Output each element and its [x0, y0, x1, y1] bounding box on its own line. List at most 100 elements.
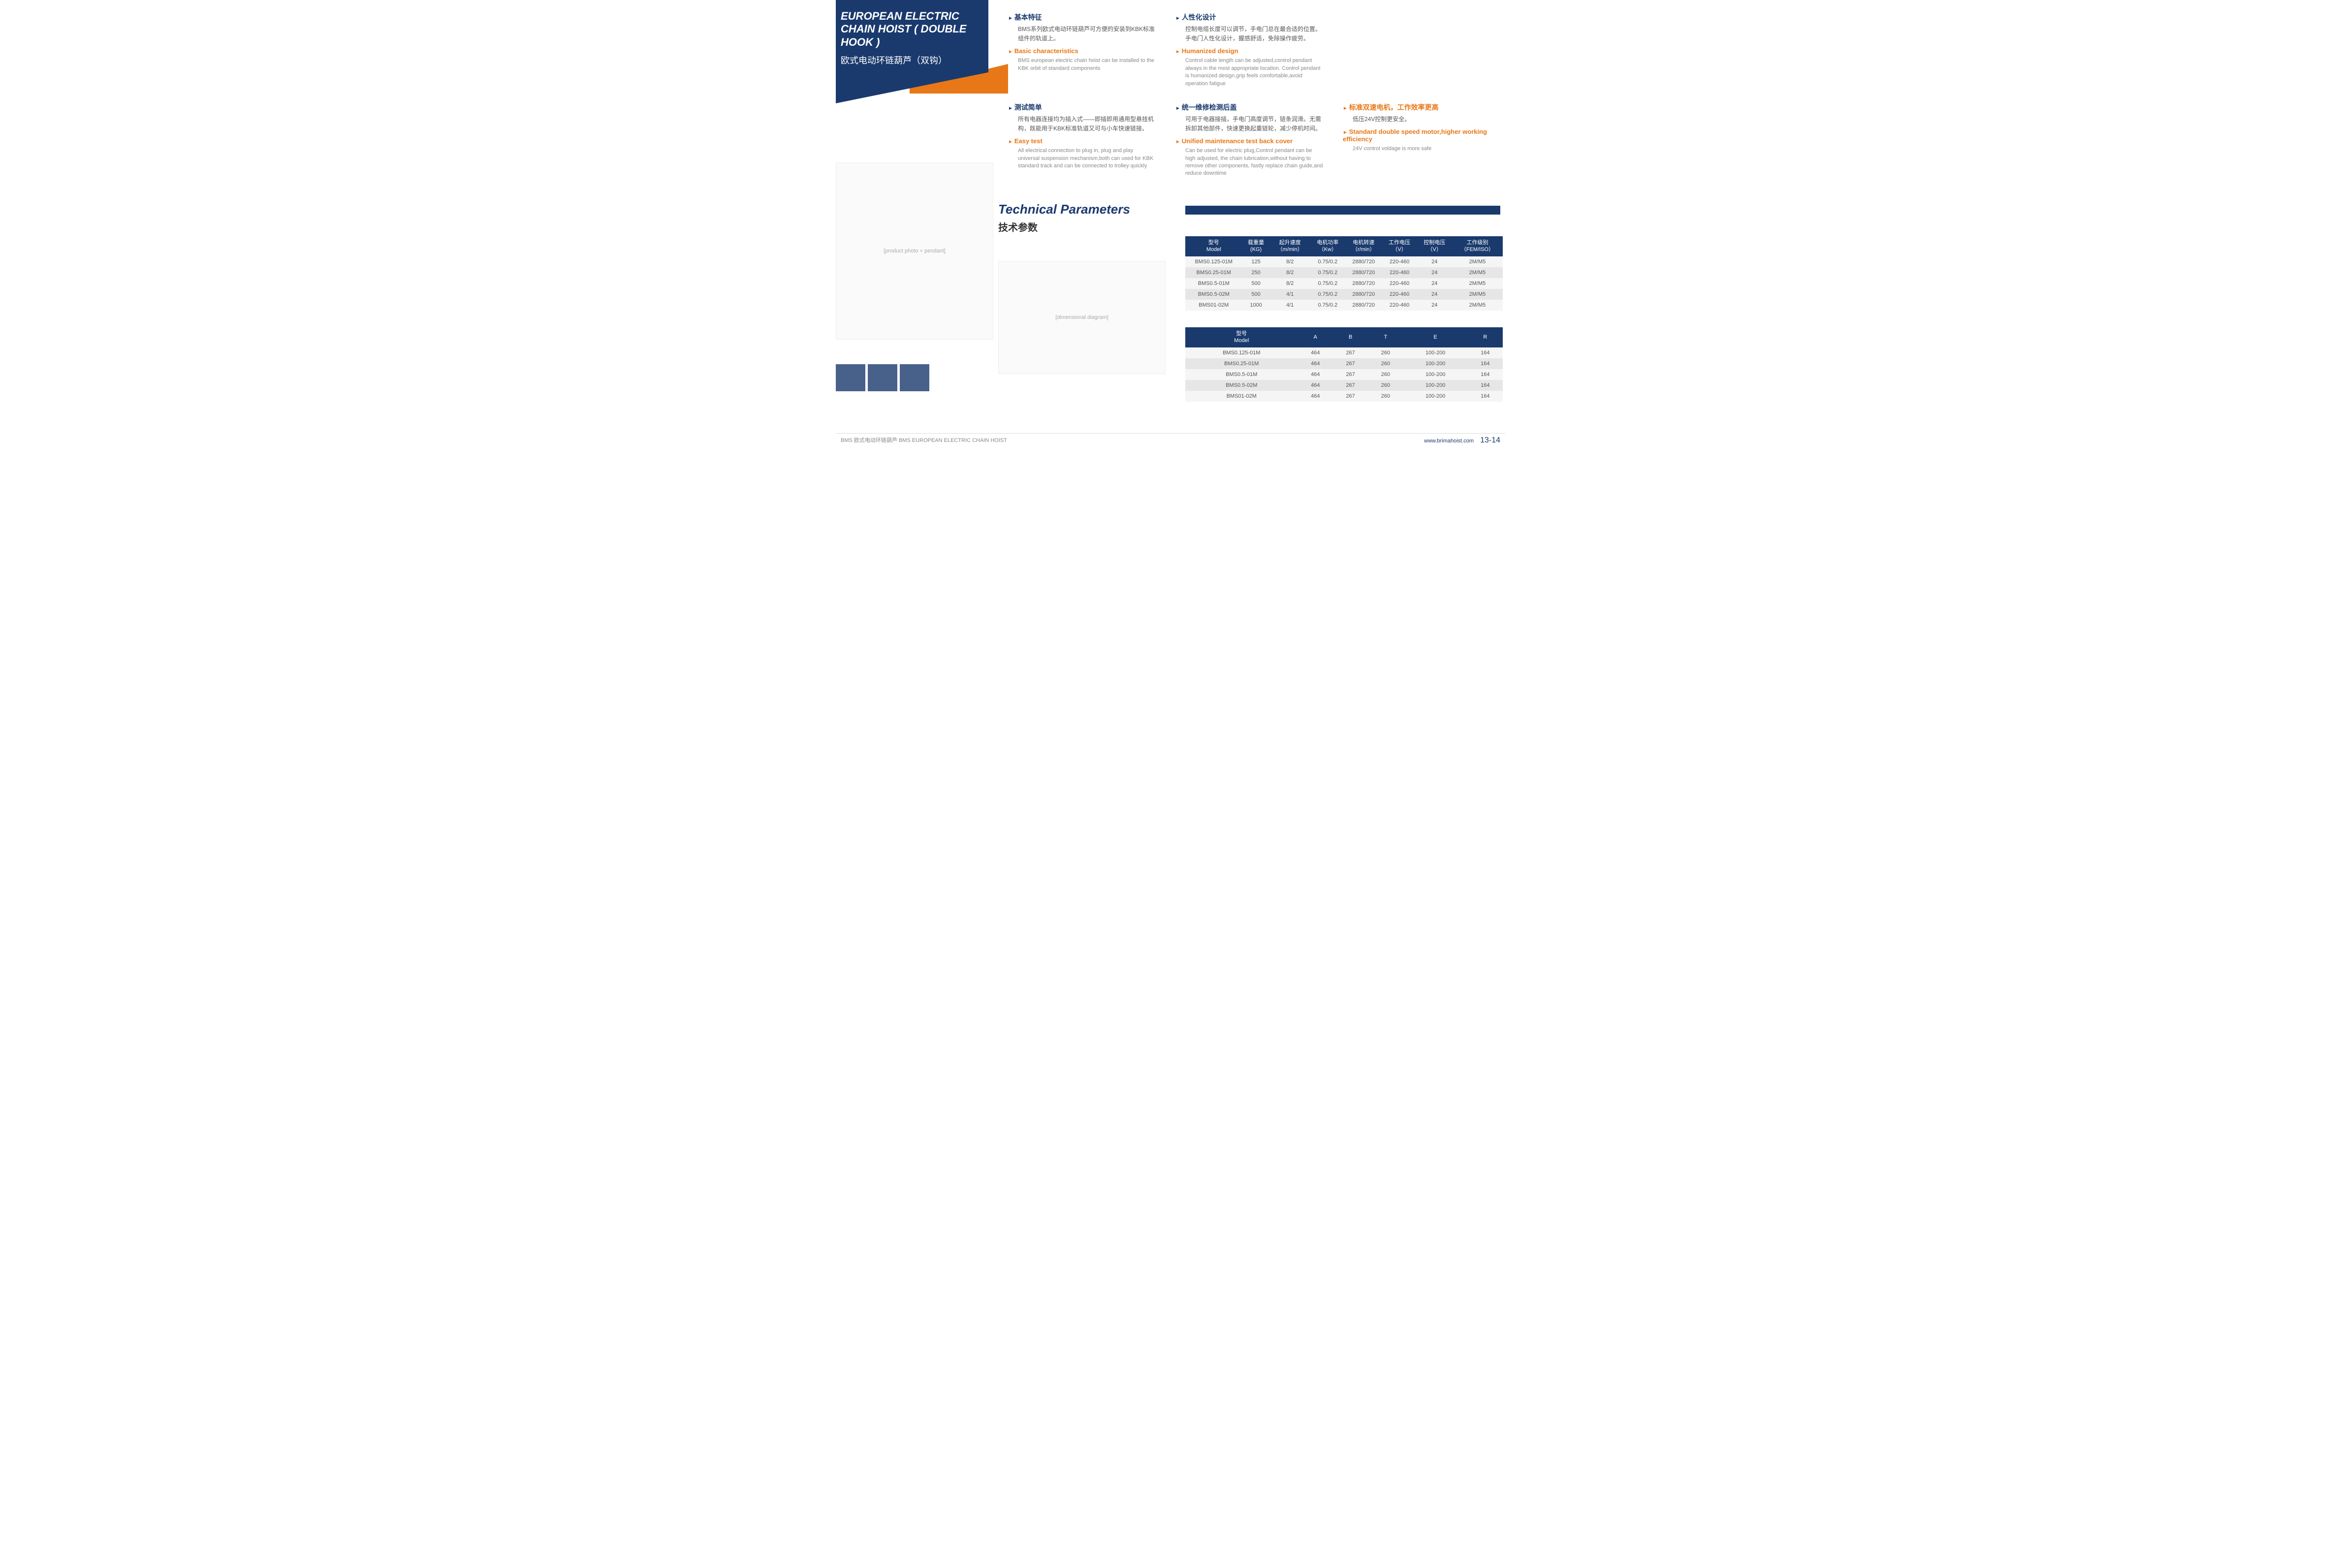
table-header: 起升速度（m/min） [1270, 236, 1310, 256]
table-row: BMS0.5-02M5004/10.75/0.22880/720220-4602… [1185, 289, 1503, 300]
table-header: R [1468, 327, 1503, 347]
table-row: BMS0.25-01M2508/20.75/0.22880/720220-460… [1185, 267, 1503, 278]
table-cell: 125 [1242, 256, 1270, 267]
feature-text-en: All electrical connection to plug in, pl… [1018, 147, 1156, 170]
table-cell: 100-200 [1403, 369, 1468, 380]
table-cell: 24 [1417, 278, 1452, 289]
table-header: 工作电压（V） [1382, 236, 1417, 256]
table-cell: 250 [1242, 267, 1270, 278]
title-cn: 欧式电动环链葫芦（双钩） [841, 54, 983, 66]
table-cell: 1000 [1242, 300, 1270, 311]
thumb-2 [868, 364, 897, 391]
table-cell: 260 [1368, 358, 1403, 369]
table-cell: 24 [1417, 256, 1452, 267]
table-header: A [1298, 327, 1333, 347]
table-cell: 2M/M5 [1452, 267, 1503, 278]
feature-title-en: Standard double speed motor,higher worki… [1343, 128, 1490, 143]
footer-left: BMS 欧式电动环链葫芦 BMS EUROPEAN ELECTRIC CHAIN… [841, 436, 1007, 445]
table-cell: 220-460 [1382, 256, 1417, 267]
table-header: 工作级别（FEM/ISO） [1452, 236, 1503, 256]
feature-title-cn: 人性化设计 [1175, 12, 1323, 22]
table-cell: BMS0.5-01M [1185, 278, 1242, 289]
table-cell: 164 [1468, 391, 1503, 402]
feature-humanized: 人性化设计 控制电缆长度可以调节，手电门总在最合适的位置。手电门人性化设计，握感… [1175, 12, 1323, 88]
table-cell: 0.75/0.2 [1310, 267, 1345, 278]
table-cell: 100-200 [1403, 358, 1468, 369]
table-cell: 500 [1242, 278, 1270, 289]
feature-easytest: 测试简单 所有电器连接均为插入式——即插即用通用型悬挂机构，既能用于KBK标准轨… [1008, 102, 1156, 178]
feature-spacer [1343, 12, 1490, 88]
tech-title-en: Technical Parameters [998, 202, 1130, 217]
table-cell: 464 [1298, 369, 1333, 380]
table-cell: 0.75/0.2 [1310, 256, 1345, 267]
table-cell: 2M/M5 [1452, 256, 1503, 267]
feature-text-en: Can be used for electric plug,Control pe… [1185, 147, 1323, 178]
feature-title-en: Basic characteristics [1008, 47, 1156, 55]
feature-text-en: BMS european electric chain hoist can be… [1018, 57, 1156, 72]
table-cell: 100-200 [1403, 391, 1468, 402]
feature-text-cn: 可用于电器接插，手电门高度调节，链条润滑。无需拆卸其他部件，快速更换起重链轮，减… [1185, 115, 1323, 133]
table-cell: 464 [1298, 347, 1333, 358]
thumbnail-row [836, 364, 929, 391]
table-cell: 164 [1468, 380, 1503, 391]
table-cell: 464 [1298, 380, 1333, 391]
table-cell: 164 [1468, 369, 1503, 380]
features-grid: 基本特征 BMS系列欧式电动环链葫芦可方便的安装到KBK标准组件的轨道上。 Ba… [1008, 12, 1495, 178]
product-image: [product photo + pendant] [836, 162, 993, 340]
table-cell: 220-460 [1382, 289, 1417, 300]
footer-right: www.brimahoist.com 13-14 [1424, 436, 1500, 445]
table-cell: 2M/M5 [1452, 300, 1503, 311]
page-number: 13-14 [1480, 436, 1500, 444]
table-header: 电机功率（Kw） [1310, 236, 1345, 256]
feature-title-en: Unified maintenance test back cover [1175, 137, 1323, 145]
table-row: BMS0.5-01M464267260100-200164 [1185, 369, 1503, 380]
table-cell: 220-460 [1382, 300, 1417, 311]
feature-title-cn: 统一维修检测后盖 [1175, 102, 1323, 112]
feature-text-cn: 低压24V控制更安全。 [1353, 115, 1490, 124]
table-cell: 267 [1333, 391, 1368, 402]
table-cell: 100-200 [1403, 347, 1468, 358]
feature-title-en: Easy test [1008, 137, 1156, 145]
title-en: EUROPEAN ELECTRIC CHAIN HOIST ( DOUBLE H… [841, 10, 983, 49]
spec-table-1: 型号Model载重量(KG)起升速度（m/min）电机功率（Kw）电机转速（r/… [1185, 236, 1503, 311]
feature-doublespeed: 标准双速电机，工作效率更高 低压24V控制更安全。 Standard doubl… [1343, 102, 1490, 178]
spec-table-2: 型号ModelABTERBMS0.125-01M464267260100-200… [1185, 327, 1503, 402]
table-cell: 464 [1298, 391, 1333, 402]
table-cell: 260 [1368, 347, 1403, 358]
table-cell: 24 [1417, 300, 1452, 311]
table-row: BMS0.25-01M464267260100-200164 [1185, 358, 1503, 369]
table-cell: 24 [1417, 267, 1452, 278]
table-header: 载重量(KG) [1242, 236, 1270, 256]
feature-maintenance: 统一维修检测后盖 可用于电器接插，手电门高度调节，链条润滑。无需拆卸其他部件，快… [1175, 102, 1323, 178]
table-cell: 8/2 [1270, 256, 1310, 267]
table-cell: BMS0.125-01M [1185, 256, 1242, 267]
table-cell: 8/2 [1270, 267, 1310, 278]
table-row: BMS01-02M10004/10.75/0.22880/720220-4602… [1185, 300, 1503, 311]
table-cell: 0.75/0.2 [1310, 289, 1345, 300]
table-cell: BMS01-02M [1185, 300, 1242, 311]
table-header: T [1368, 327, 1403, 347]
table-cell: 2M/M5 [1452, 289, 1503, 300]
feature-title-cn: 测试简单 [1008, 102, 1156, 112]
table-header: 型号Model [1185, 327, 1298, 347]
table-cell: 267 [1333, 358, 1368, 369]
table-cell: 164 [1468, 347, 1503, 358]
table-cell: 0.75/0.2 [1310, 300, 1345, 311]
table-cell: 260 [1368, 391, 1403, 402]
dimension-diagram: [dimensional diagram] [998, 261, 1166, 374]
feature-text-en: 24V control voldage is more safe [1353, 145, 1490, 153]
decorative-bar [1185, 206, 1500, 215]
table-cell: 0.75/0.2 [1310, 278, 1345, 289]
table-cell: BMS0.5-02M [1185, 289, 1242, 300]
feature-text-cn: 控制电缆长度可以调节，手电门总在最合适的位置。手电门人性化设计，握感舒适，免除操… [1185, 25, 1323, 43]
feature-title-cn: 标准双速电机，工作效率更高 [1343, 102, 1490, 112]
table-cell: 500 [1242, 289, 1270, 300]
feature-text-en: Control cable length can be adjusted,con… [1185, 57, 1323, 88]
table-header: 控制电压（V） [1417, 236, 1452, 256]
table-row: BMS01-02M464267260100-200164 [1185, 391, 1503, 402]
table-cell: 8/2 [1270, 278, 1310, 289]
table-header: E [1403, 327, 1468, 347]
table-header: B [1333, 327, 1368, 347]
thumb-1 [836, 364, 865, 391]
table-header: 电机转速（r/min） [1345, 236, 1382, 256]
